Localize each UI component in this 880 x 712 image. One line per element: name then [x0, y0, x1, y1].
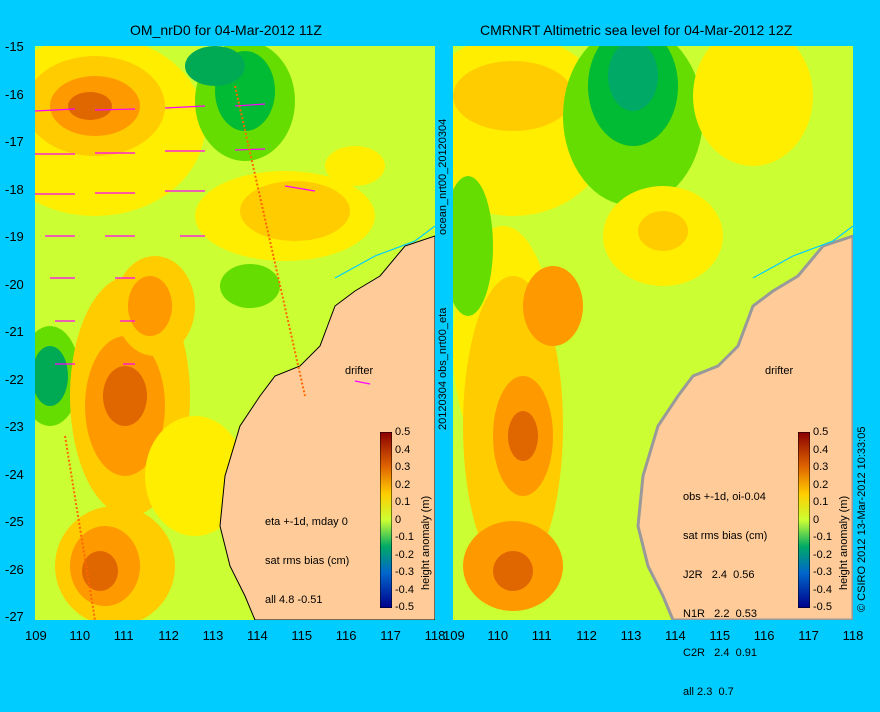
left-panel-title: OM_nrD0 for 04-Mar-2012 11Z: [130, 22, 322, 38]
colorbar-tick-label: 0.2: [395, 478, 411, 491]
colorbar-tick-label: 0.4: [395, 443, 411, 456]
left-stats-line: sat rms bias (cm): [265, 555, 350, 567]
right-colorbar: [798, 432, 810, 608]
middle-top-label: ocean_nrt00_20120304: [437, 118, 449, 235]
right-stats-line: C2R 2.4 0.91: [683, 647, 757, 659]
copyright-label: © CSIRO 2012 13-Mar-2012 10:33:05: [856, 426, 868, 612]
colorbar-tick-label: 0.4: [813, 443, 829, 456]
left-map: [35, 46, 435, 620]
right-drifter-label: drifter: [765, 365, 794, 377]
lat-tick-label: -17: [5, 134, 24, 149]
colorbar-tick-label: -0.5: [813, 601, 832, 613]
lon-tick-label-left: 114: [247, 628, 268, 643]
colorbar-tick-label: -0.4: [813, 583, 832, 596]
lat-tick-label: -24: [5, 466, 24, 482]
colorbar-tick-label: -0.5: [395, 601, 414, 613]
lon-tick-label-right: 118: [842, 628, 864, 643]
lon-tick-label-left: 117: [380, 628, 401, 643]
right-stats-line: J2R 2.4 0.56: [683, 569, 755, 581]
colorbar-tick-label: -0.3: [813, 566, 832, 578]
lon-tick-label-right: 110: [487, 628, 509, 643]
colorbar-tick-label: -0.1: [813, 531, 832, 543]
colorbar-tick-label: 0: [395, 513, 402, 526]
colorbar-label-right: height anomaly (m): [838, 495, 850, 590]
lon-tick-label-left: 115: [291, 628, 313, 643]
lat-tick-label: -27: [5, 609, 24, 624]
right-stats-line: all 2.3 0.7: [683, 686, 734, 698]
lon-tick-label-left: 111: [113, 628, 134, 643]
lat-tick-label: -26: [5, 561, 24, 577]
right-stats-line: N1R 2.2 0.53: [683, 608, 757, 620]
colorbar-tick-label: -0.4: [395, 583, 414, 596]
colorbar-tick-label: -0.1: [395, 531, 414, 543]
lat-tick-label: -16: [5, 86, 24, 102]
colorbar-tick-label: 0.5: [395, 426, 411, 438]
lat-tick-label: -19: [5, 229, 24, 244]
colorbar-tick-label: 0.3: [813, 461, 829, 473]
colorbar-tick-label: 0: [813, 513, 820, 526]
lat-tick-label: -15: [5, 39, 24, 54]
colorbar-tick-label: -0.2: [813, 548, 832, 561]
lon-tick-label-left: 109: [25, 628, 47, 643]
lon-tick-label-left: 118: [424, 628, 446, 643]
lat-tick-label: -21: [5, 324, 24, 339]
lat-tick-label: -22: [5, 371, 24, 387]
colorbar-tick-label: 0.2: [813, 478, 829, 491]
lon-tick-label-right: 115: [709, 628, 731, 643]
left-stats-line: all 4.8 -0.51: [265, 594, 323, 606]
left-drifter-label: drifter: [345, 365, 374, 377]
colorbar-tick-label: -0.2: [395, 548, 414, 561]
left-stats: eta +-1d, mday 0 sat rms bias (cm) all 4…: [265, 490, 349, 620]
lon-tick-label-right: 111: [531, 628, 552, 643]
colorbar-tick-label: 0.5: [813, 426, 829, 438]
lat-tick-label: -18: [5, 181, 24, 197]
right-stats-line: obs +-1d, oi-0.04: [683, 491, 766, 503]
left-stats-line: eta +-1d, mday 0: [265, 516, 348, 528]
colorbar-tick-label: 0.3: [395, 461, 411, 473]
lon-tick-label-left: 116: [335, 628, 357, 643]
lon-tick-label-left: 110: [69, 628, 91, 643]
lon-tick-label-right: 113: [620, 628, 642, 643]
lon-tick-label-left: 113: [202, 628, 224, 643]
colorbar-label-left: height anomaly (m): [420, 495, 432, 590]
lat-tick-label: -25: [5, 514, 24, 529]
right-panel-title: CMRNRT Altimetric sea level for 04-Mar-2…: [480, 22, 793, 38]
right-stats-line: sat rms bias (cm): [683, 530, 768, 542]
colorbar-tick-label: 0.1: [395, 496, 411, 508]
colorbar-tick-label: -0.3: [395, 566, 414, 578]
lon-tick-label-right: 114: [665, 628, 686, 643]
lat-tick-label: -23: [5, 419, 24, 434]
right-map: [453, 46, 853, 620]
middle-bottom-label: 20120304 obs_nrt00_eta: [437, 307, 449, 430]
lat-tick-label: -20: [5, 276, 24, 292]
lon-tick-label-right: 117: [798, 628, 819, 643]
colorbar-tick-label: 0.1: [813, 496, 829, 508]
lon-tick-label-right: 109: [443, 628, 465, 643]
right-stats: obs +-1d, oi-0.04 sat rms bias (cm) J2R …: [683, 465, 767, 712]
lon-tick-label-left: 112: [158, 628, 179, 643]
left-colorbar: [380, 432, 392, 608]
lon-tick-label-right: 112: [576, 628, 597, 643]
lon-tick-label-right: 116: [753, 628, 775, 643]
